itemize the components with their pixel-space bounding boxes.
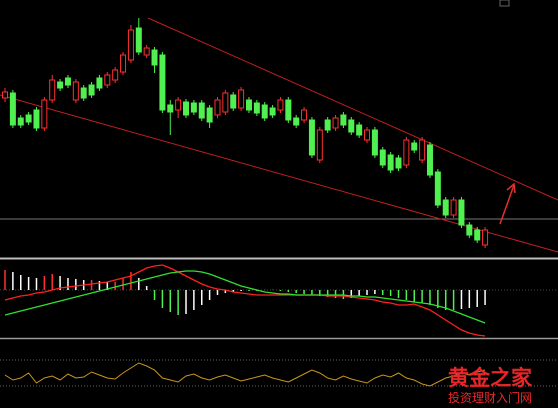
candle-body: [277, 99, 284, 111]
candle-body: [175, 99, 182, 111]
candle-body: [403, 139, 410, 166]
candle-body: [64, 77, 71, 86]
candle-body: [206, 107, 213, 123]
candle-body: [301, 109, 308, 121]
candle-body: [88, 84, 95, 96]
candle-body: [41, 99, 48, 129]
candle-body: [419, 139, 426, 161]
candle-body: [482, 229, 489, 246]
candle-body: [143, 47, 150, 56]
candle-body: [9, 92, 16, 126]
corner-icon: [499, 0, 510, 7]
candle-body: [340, 114, 347, 126]
candle-body: [411, 142, 418, 151]
candle-body: [450, 199, 457, 216]
candle-body: [474, 229, 481, 241]
candle-body: [159, 54, 166, 111]
candle-body: [261, 104, 268, 119]
candle-body: [442, 199, 449, 216]
macd-line: [4, 264, 486, 337]
candle-body: [348, 119, 355, 133]
watermark-title: 黄金之家: [448, 366, 533, 390]
candle-body: [269, 107, 276, 116]
channel-upper: [147, 17, 558, 201]
candle-body: [2, 91, 8, 99]
watermark-subtitle: 投资理财入门网: [448, 390, 532, 405]
candle-body: [316, 129, 323, 161]
candle-body: [356, 124, 363, 136]
channel-lower: [0, 94, 558, 253]
candle-body: [57, 81, 64, 89]
candle-body: [434, 171, 441, 206]
candle-body: [96, 77, 103, 89]
candle-body: [80, 87, 87, 99]
candle-body: [120, 54, 127, 73]
candle-body: [17, 117, 24, 126]
candle-body: [214, 99, 221, 116]
candle-body: [324, 119, 331, 131]
candle-body: [245, 99, 252, 111]
candle-body: [253, 102, 260, 114]
candle-body: [183, 101, 190, 116]
candle-body: [135, 27, 142, 53]
candle-body: [332, 117, 339, 129]
candle-body: [33, 109, 40, 129]
candle-body: [364, 129, 371, 141]
candle-body: [127, 29, 134, 61]
candle-body: [104, 74, 111, 86]
candle-body: [466, 224, 473, 236]
candle-body: [371, 129, 378, 156]
macd-line: [4, 270, 486, 324]
candle-body: [190, 102, 197, 113]
candle-body: [151, 49, 158, 66]
candle-body: [285, 99, 292, 121]
candle-body: [458, 199, 465, 226]
candle-body: [379, 149, 386, 166]
candle-body: [222, 92, 229, 113]
candle-body: [230, 94, 237, 109]
candle-body: [167, 104, 174, 113]
candle-body: [308, 119, 315, 156]
arrow-head: [506, 182, 516, 194]
candle-body: [395, 157, 402, 169]
candle-body: [25, 114, 32, 123]
arrow: [499, 184, 515, 225]
candle-body: [238, 89, 245, 109]
candle-body: [112, 69, 119, 81]
candle-body: [293, 117, 300, 126]
indicator-line: [4, 362, 486, 387]
candle-body: [72, 81, 79, 101]
candle-body: [198, 102, 205, 119]
candle-body: [426, 144, 433, 176]
candle-body: [49, 79, 56, 101]
candle-body: [387, 154, 394, 171]
